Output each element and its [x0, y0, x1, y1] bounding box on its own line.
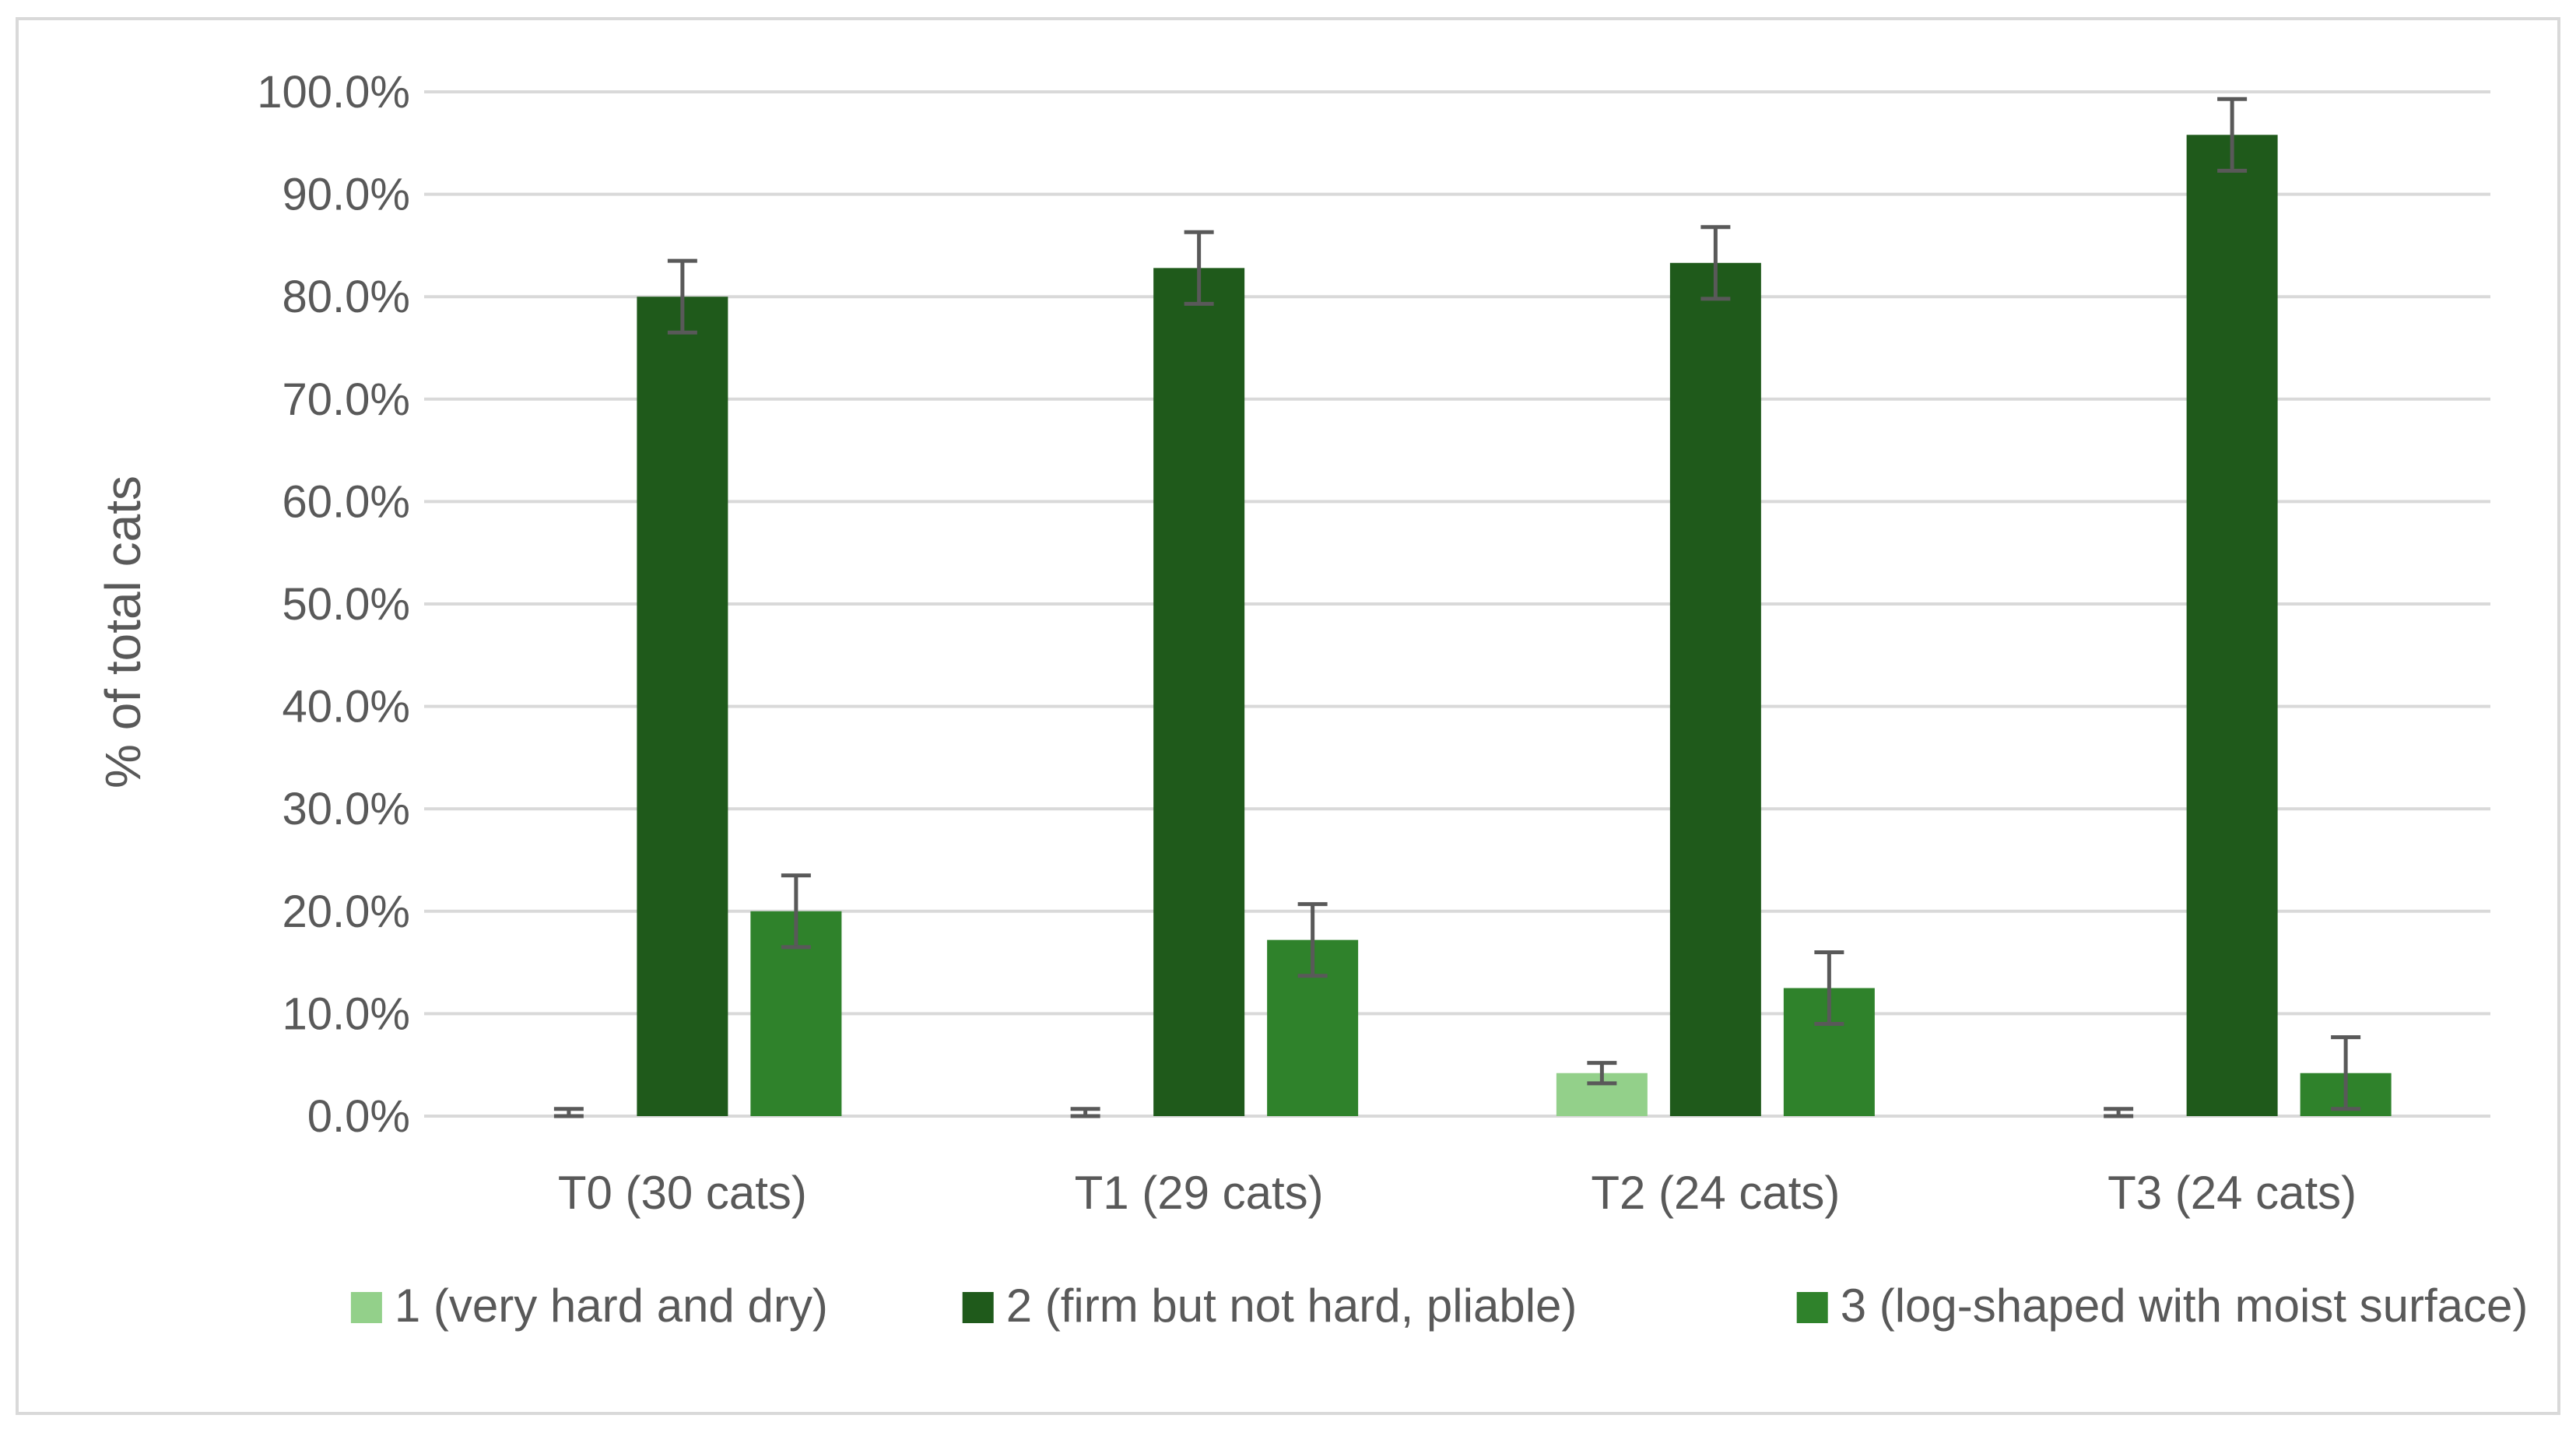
- y-tick-label: 10.0%: [283, 988, 410, 1039]
- x-tick-label: T1 (29 cats): [1075, 1167, 1324, 1219]
- y-tick-label: 50.0%: [283, 579, 410, 630]
- bar: [1669, 262, 1761, 1117]
- chart-border: [16, 17, 2560, 1415]
- x-axis-ticks: T0 (30 cats) T1 (29 cats) T2 (24 cats) T3 (…: [558, 1167, 2357, 1219]
- y-tick-label: 0.0%: [307, 1091, 410, 1142]
- legend-swatch: [962, 1292, 994, 1323]
- error-bars: [553, 97, 2361, 1118]
- legend-swatch: [1796, 1292, 1828, 1323]
- x-tick-label: T3 (24 cats): [2107, 1167, 2357, 1219]
- legend-swatch: [350, 1292, 382, 1323]
- y-tick-label: 40.0%: [283, 682, 410, 732]
- y-tick-label: 20.0%: [283, 887, 410, 937]
- x-tick-label: T2 (24 cats): [1591, 1167, 1840, 1219]
- legend-label: 3 (log-shaped with moist surface): [1841, 1280, 2529, 1332]
- y-tick-label: 60.0%: [283, 476, 410, 527]
- y-tick-label: 90.0%: [283, 170, 410, 220]
- y-tick-label: 80.0%: [283, 272, 410, 322]
- y-tick-label: 100.0%: [257, 67, 410, 118]
- legend-label: 1 (very hard and dry): [395, 1280, 828, 1332]
- y-axis-ticks: 0.0% 10.0% 20.0% 30.0% 40.0% 50.0% 60.0% 70.0% 8…: [257, 67, 410, 1142]
- x-tick-label: T0 (30 cats): [558, 1167, 807, 1219]
- bar: [2186, 135, 2278, 1117]
- legend-label: 2 (firm but not hard, pliable): [1006, 1280, 1578, 1332]
- legend: 1 (very hard and dry) 2 (firm but not har…: [350, 1280, 2529, 1332]
- y-axis-label: % of total cats: [95, 476, 151, 788]
- y-tick-label: 30.0%: [283, 784, 410, 834]
- y-tick-label: 70.0%: [283, 374, 410, 425]
- bar: [1153, 268, 1245, 1116]
- bar: [637, 297, 728, 1117]
